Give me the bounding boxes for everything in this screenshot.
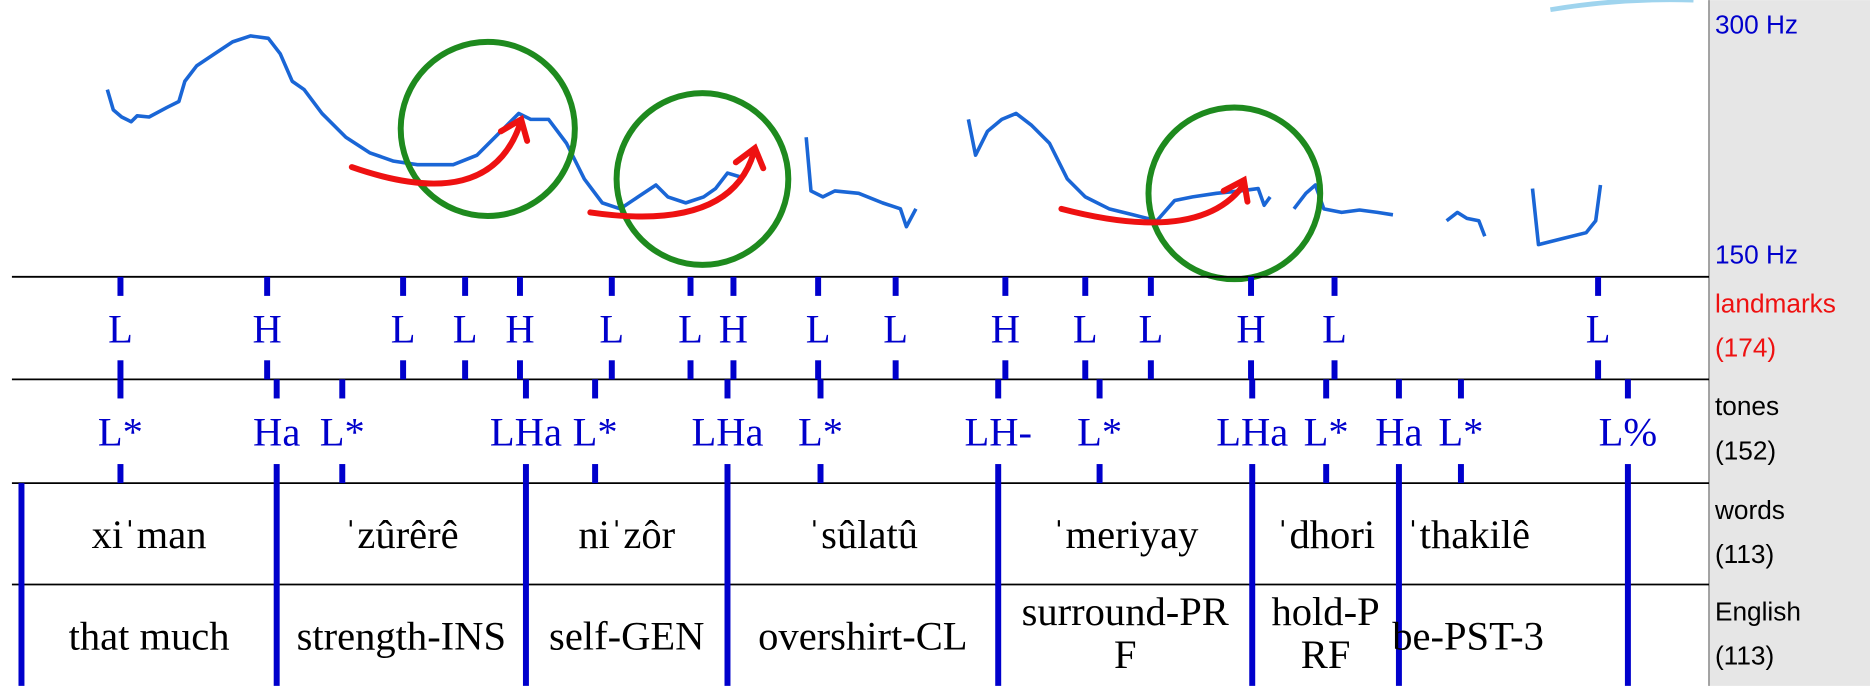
point-label: L [1138,306,1163,351]
pitch-segment [105,34,740,211]
point-label: L [453,306,478,351]
interval-label: self-GEN [549,613,704,658]
point-label: L [391,306,416,351]
point-label: L [678,306,703,351]
highlight-circle [1145,104,1324,283]
side-panel [1708,0,1870,686]
point-label: L* [573,410,618,455]
pitch-contour [105,34,1603,247]
point-label: L% [1599,410,1658,455]
interval-label: surround-PR [1022,589,1229,634]
point-label: L* [1438,410,1483,455]
point-label: L [1073,306,1098,351]
interval-label: ˈmeriyay [1052,512,1199,557]
tier-count: (113) [1715,640,1774,670]
point-label: Ha [253,410,300,455]
interval-label: ˈsûlatû [808,512,918,557]
tier-name: words [1714,495,1785,525]
interval-label: niˈzôr [578,512,675,557]
pitch-top-label: 300 Hz [1715,10,1798,40]
point-label: L [806,306,831,351]
rise-arrows [348,114,1251,226]
tier-count: (152) [1715,435,1776,465]
pitch-bottom-label: 150 Hz [1715,240,1798,270]
point-label: L [1586,306,1611,351]
point-label: L* [98,410,143,455]
interval-label: that much [69,613,230,658]
interval-label: overshirt-CL [758,613,967,658]
pitch-segment [804,137,918,229]
interval-label: ˈzûrêrê [344,512,459,557]
tier-count: (113) [1715,539,1774,569]
highlight-circles [397,38,1324,283]
point-label: H [1236,306,1265,351]
point-label: L [108,306,133,351]
highlight-circle [613,90,792,268]
interval-label: RF [1301,632,1351,677]
rise-arrow [1058,175,1251,226]
pitch-segment [1530,184,1603,247]
point-label: H [991,306,1020,351]
point-label: H [253,306,282,351]
point-label: Ha [1375,410,1422,455]
rise-arrow [587,143,767,220]
point-label: LH- [964,410,1032,455]
point-label: L* [1077,410,1122,455]
tier-name: English [1715,596,1801,626]
interval-label: hold-P [1272,589,1380,634]
interval-label: strength-INS [297,613,506,658]
interval-label: be-PST-3 [1392,613,1544,658]
tier-name: tones [1715,391,1779,421]
tier-count: (174) [1715,333,1776,363]
point-label: L* [798,410,843,455]
interval-label: ˈdhori [1276,512,1375,557]
point-label: H [719,306,748,351]
decoration [1549,0,1694,13]
point-label: LHa [691,410,763,455]
interval-label: ˈthakilê [1406,512,1530,557]
pitch-segment [1292,183,1394,217]
point-label: L* [320,410,365,455]
point-label: L [883,306,908,351]
rise-arrow [348,114,531,187]
highlight-circle [397,38,578,219]
point-label: H [505,306,534,351]
point-label: LHa [1216,410,1288,455]
point-label: LHa [490,410,562,455]
tier-name: landmarks [1715,289,1836,319]
point-label: L* [1304,410,1349,455]
point-label: L [599,306,624,351]
pitch-segment [1445,210,1487,237]
point-label: L [1322,306,1347,351]
interval-label: xiˈman [92,512,207,557]
interval-label: F [1114,632,1137,677]
